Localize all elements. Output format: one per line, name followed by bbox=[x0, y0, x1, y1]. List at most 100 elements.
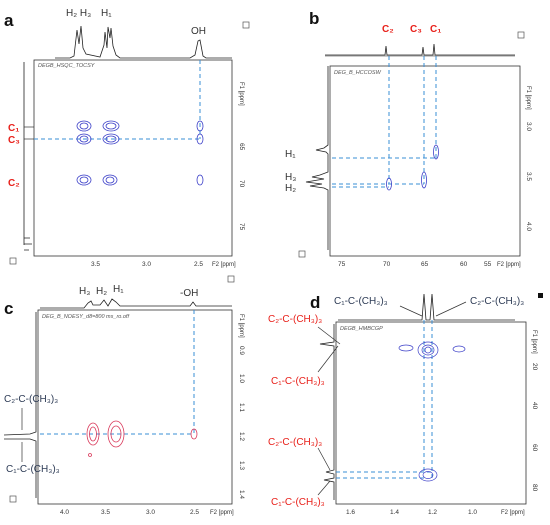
panel-d-xtick-1: 1.4 bbox=[390, 509, 399, 516]
panel-a-contour-h2h3-c3-inner bbox=[79, 135, 89, 143]
panel-a-peak-oh: OH bbox=[191, 26, 206, 37]
panel-d-contour-main-core bbox=[424, 346, 432, 354]
panel-a-contour-h2h3-c1 bbox=[76, 120, 92, 132]
panel-a-c1-label: C₁ bbox=[8, 123, 19, 134]
panel-d-contour-main bbox=[417, 341, 439, 359]
panel-d-ytick-1: 40 bbox=[531, 402, 538, 410]
panel-d-left-label-0: C₂-C-(CH₃)₃ bbox=[268, 314, 322, 325]
panel-b-xtick-3: 60 bbox=[460, 261, 468, 268]
panel-d-arrow-3 bbox=[317, 480, 331, 496]
panel-d-xtick-3: 1.0 bbox=[468, 509, 477, 516]
panel-d-y-unit: F1 [ppm] bbox=[531, 330, 537, 354]
panel-d-arrow-1 bbox=[317, 345, 339, 373]
panel-a-contour-h1-c2 bbox=[102, 174, 118, 186]
panel-a-bottom-right-marker bbox=[227, 275, 235, 283]
panel-c-ytick-2: 1.1 bbox=[238, 403, 245, 412]
panel-b-xtick-4: 55 bbox=[484, 261, 492, 268]
panel-d-arrow-2 bbox=[317, 447, 331, 471]
panel-d-arrow-0 bbox=[317, 326, 341, 345]
panel-c-contour-h1-inner bbox=[110, 425, 122, 443]
panel-a-contour-oh-c1 bbox=[196, 120, 204, 132]
panel-c-contours bbox=[86, 420, 198, 457]
panel-c-xtick-3: 2.5 bbox=[190, 509, 199, 516]
panel-d-top-left-label: C₁-C-(CH₃)₃ bbox=[334, 296, 388, 307]
panel-d-corner-marker bbox=[538, 293, 543, 298]
panel-a-x-unit: F2 [ppm] bbox=[212, 262, 236, 268]
panel-c-bottom-marker bbox=[9, 495, 17, 503]
panel-a-contour-h2h3-c3 bbox=[76, 133, 92, 145]
panel-b-plot-frame bbox=[329, 65, 521, 257]
panel-b-c3-label: C₃ bbox=[410, 24, 422, 35]
panel-a-left-spectrum bbox=[23, 62, 32, 251]
panel-d-contour-left-sat bbox=[398, 344, 414, 352]
panel-d-contour-main-inner bbox=[421, 344, 435, 356]
panel-b-left-spectrum bbox=[305, 66, 329, 250]
panel-c-ytick-0: 0.9 bbox=[238, 346, 245, 355]
panel-a-1d-spectrum bbox=[55, 25, 232, 59]
panel-b-xtick-0: 75 bbox=[338, 261, 346, 268]
panel-d-top-right-arrow bbox=[435, 301, 467, 317]
panel-a-xtick-0: 3.5 bbox=[91, 261, 100, 268]
panel-a-contour-oh-c2 bbox=[196, 174, 204, 186]
panel-d-1d-spectrum bbox=[338, 293, 515, 321]
panel-b-h1-label: H₁ bbox=[285, 149, 296, 160]
panel-d-x-unit: F2 [ppm] bbox=[501, 510, 525, 516]
panel-c: c H₃ H₂ H₁ -OH DEG_B_NOESY_d8=800 ms_ro.… bbox=[3, 284, 245, 516]
panel-d-left-spectrum bbox=[319, 324, 335, 500]
panel-c-x-unit: F2 [ppm] bbox=[210, 510, 234, 516]
panel-c-contour-oh bbox=[190, 428, 198, 440]
panel-b-xtick-1: 70 bbox=[383, 261, 391, 268]
panel-c-ytick-3: 1.2 bbox=[238, 432, 245, 441]
panel-d-plot-frame bbox=[335, 321, 527, 505]
panel-b-contour-c3-h3 bbox=[421, 171, 427, 189]
panel-b-corner-marker bbox=[517, 31, 525, 39]
panel-c-ytick-1: 1.0 bbox=[238, 374, 245, 383]
panel-d-left-label-2: C₂-C-(CH₃)₃ bbox=[268, 437, 322, 448]
panel-a-ytick-2: 75 bbox=[238, 223, 245, 231]
panel-a-experiment: DEGB_HSQC_TOCSY bbox=[38, 63, 95, 69]
panel-c-ytick-5: 1.4 bbox=[238, 490, 245, 499]
panel-b-contour-c1-h1 bbox=[433, 144, 439, 160]
panel-d-xtick-0: 1.6 bbox=[346, 509, 355, 516]
panel-c-ytick-4: 1.3 bbox=[238, 461, 245, 470]
panel-d-xtick-2: 1.2 bbox=[428, 509, 437, 516]
panel-a-contour-oh-c3 bbox=[196, 133, 204, 145]
panel-a-contour-h1-c3 bbox=[102, 133, 120, 145]
panel-c-contour-h1 bbox=[107, 420, 125, 448]
panel-b-1d-spectrum bbox=[325, 43, 515, 56]
panel-b-bottom-marker bbox=[298, 250, 306, 258]
panel-c-xtick-1: 3.5 bbox=[101, 509, 110, 516]
panel-c-experiment: DEG_B_NOESY_d8=800 ms_ro.off bbox=[42, 314, 129, 320]
panel-b-ytick-2: 4.0 bbox=[525, 222, 532, 231]
panel-a-ytick-0: 65 bbox=[238, 143, 245, 151]
panel-a: a H₂ H₃ H₁ OH DEGB_HSQC_TOCSY C₁ C₃ C₂ bbox=[4, 8, 250, 283]
panel-a-contour-h1-c1-inner bbox=[105, 122, 117, 130]
panel-d-contours bbox=[398, 341, 466, 482]
panel-c-left-spectrum bbox=[3, 312, 37, 498]
panel-c-contour-h3-inner bbox=[89, 426, 97, 442]
panel-a-letter: a bbox=[4, 11, 14, 30]
panel-c-contour-h3 bbox=[86, 422, 100, 446]
panel-b-ytick-0: 3.0 bbox=[525, 122, 532, 131]
panel-d-contour-lower bbox=[418, 468, 438, 482]
panel-a-contour-h2h3-c2-inner bbox=[79, 176, 89, 184]
panel-a-contour-h1-c3-inner bbox=[105, 135, 117, 143]
panel-d-contour-right-sat bbox=[452, 345, 466, 353]
panel-b-contour-c2-h2 bbox=[386, 177, 392, 191]
panel-d-left-label-3: C₁-C-(CH₃)₃ bbox=[271, 497, 325, 508]
panel-c-xtick-0: 4.0 bbox=[60, 509, 69, 516]
panel-d-left-label-1: C₁-C-(CH₃)₃ bbox=[271, 376, 325, 387]
panel-c-letter: c bbox=[4, 299, 13, 318]
panel-a-corner-marker bbox=[242, 21, 250, 29]
panel-b-h3-label: H₃ bbox=[285, 172, 296, 183]
panel-c-methyl-bottom-label: C₁-C-(CH₃)₃ bbox=[6, 464, 60, 475]
panel-a-y-unit: F1 [ppm] bbox=[238, 82, 244, 106]
panel-c-1d-spectrum bbox=[40, 298, 232, 309]
panel-a-contour-h2h3-c1-inner bbox=[79, 122, 89, 130]
panel-c-xtick-2: 3.0 bbox=[146, 509, 155, 516]
panel-d-experiment: DEGB_HMBCGP bbox=[340, 326, 383, 332]
panel-a-c2-label: C₂ bbox=[8, 178, 20, 189]
panel-a-contour-h1-c2-inner bbox=[105, 176, 115, 184]
panel-a-bottom-marker bbox=[9, 257, 17, 265]
panel-c-peak-h3: H₃ bbox=[79, 286, 90, 297]
